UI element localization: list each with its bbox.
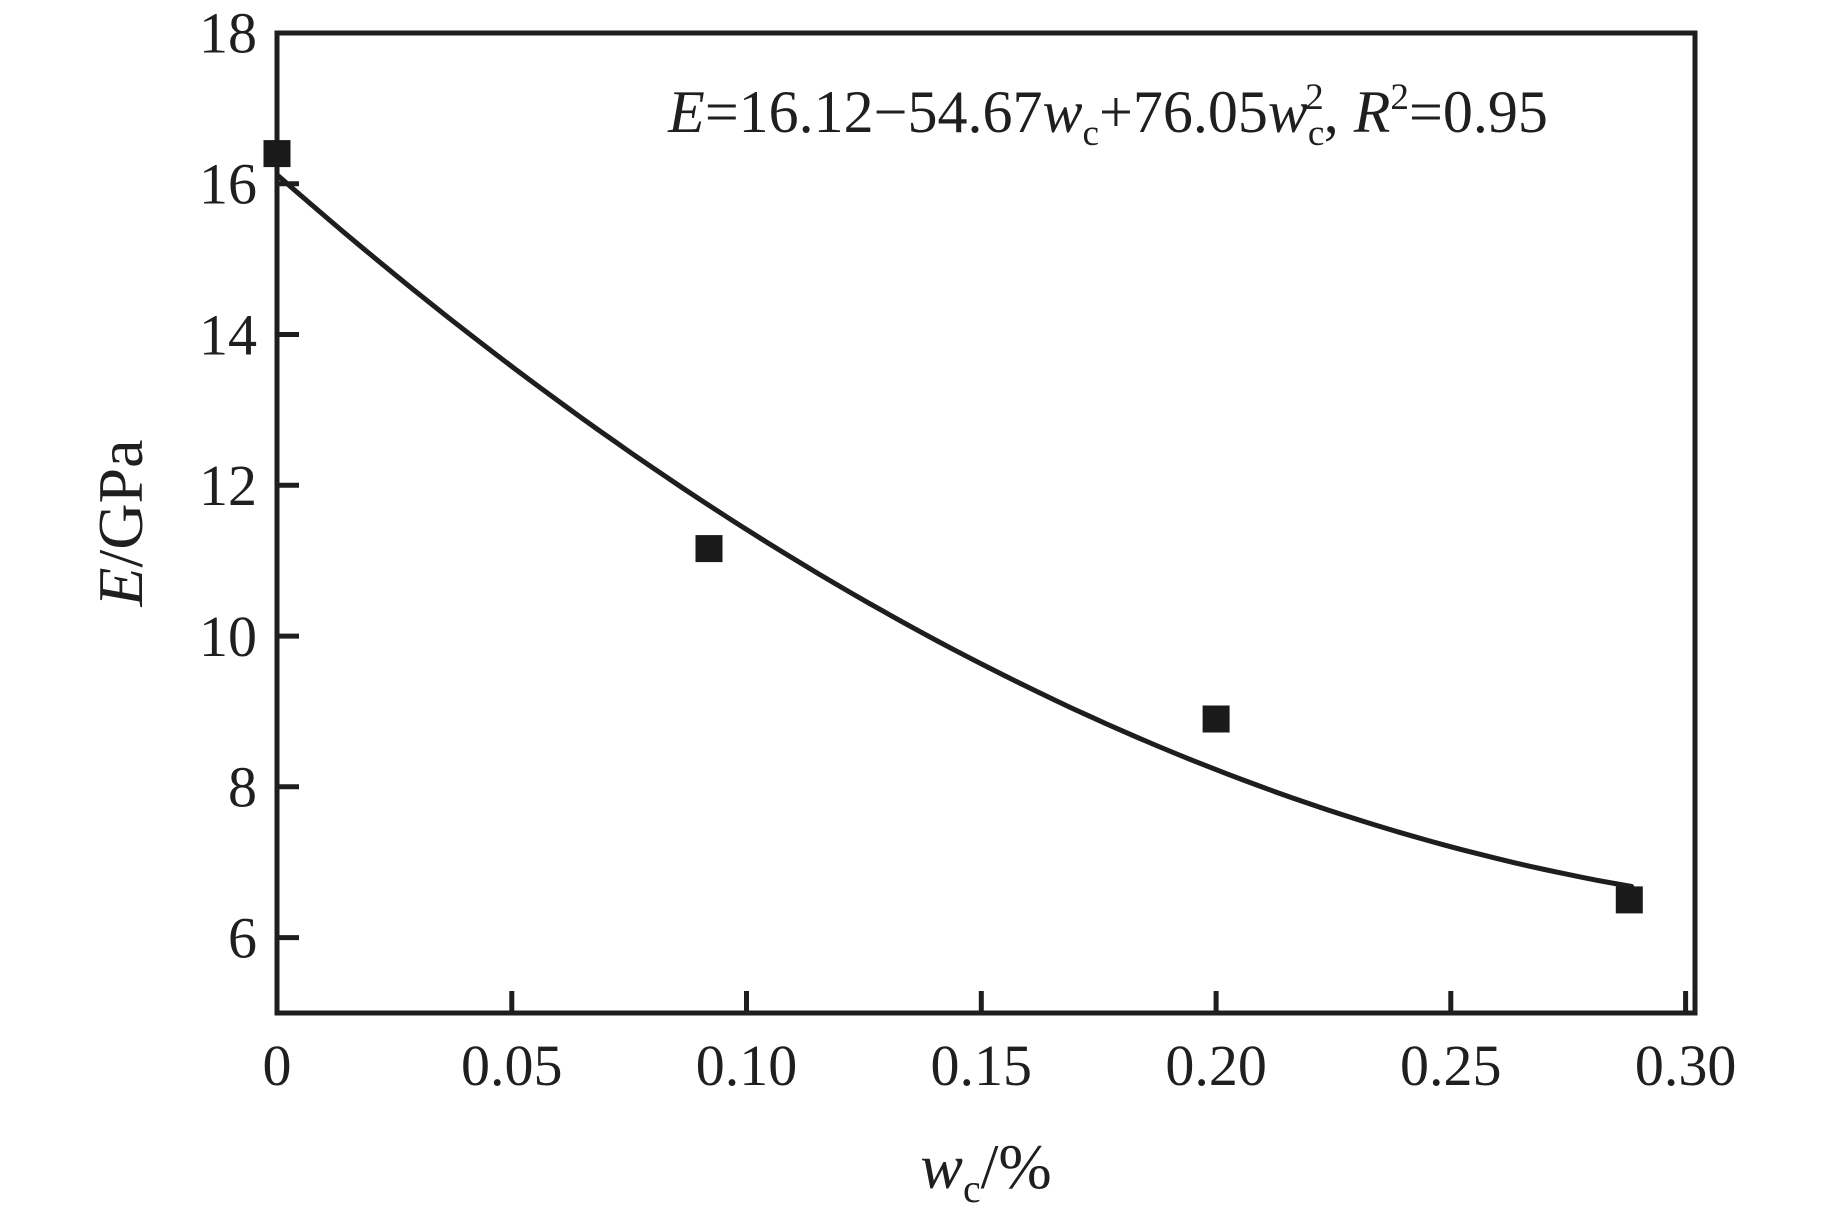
data-point-marker — [1615, 886, 1643, 914]
x-tick-label: 0.30 — [1635, 1033, 1737, 1098]
y-tick-label: 8 — [228, 755, 257, 820]
y-tick-label: 10 — [199, 604, 257, 669]
plot-frame — [274, 30, 1698, 1016]
y-tick-label: 14 — [199, 302, 257, 367]
x-tick-label: 0.10 — [696, 1033, 798, 1098]
y-tick-label: 12 — [199, 453, 257, 518]
fit-curve — [274, 172, 1635, 889]
data-point-marker — [1202, 705, 1230, 733]
data-point-marker — [695, 535, 723, 563]
x-tick-label: 0.15 — [931, 1033, 1033, 1098]
x-tick-label: 0 — [263, 1033, 292, 1098]
x-axis-label: wc/% — [920, 1131, 1051, 1211]
x-tick-label: 0.20 — [1165, 1033, 1267, 1098]
equation-annotation: E=16.12−54.67wc+76.05wc2, R2=0.95 — [667, 77, 1548, 154]
data-point-marker — [263, 140, 291, 168]
x-tick-label: 0.25 — [1400, 1033, 1502, 1098]
y-tick-label: 6 — [228, 905, 257, 970]
y-tick-label: 16 — [199, 152, 257, 217]
x-tick-label: 0.05 — [461, 1033, 563, 1098]
y-tick-label: 18 — [199, 1, 257, 66]
y-axis-label: E/GPa — [85, 439, 156, 607]
